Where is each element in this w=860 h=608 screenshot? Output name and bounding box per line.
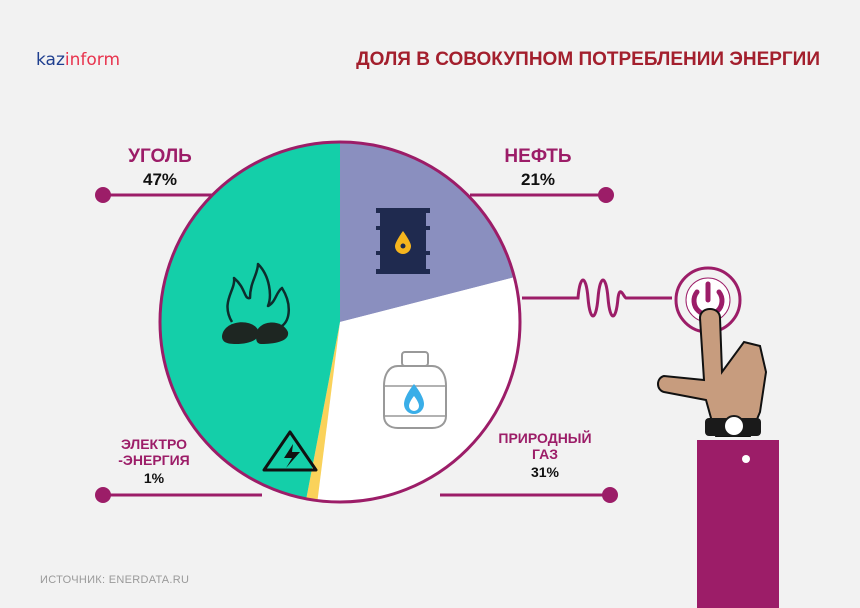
coal-leader-dot xyxy=(95,187,111,203)
oil-barrel-icon xyxy=(376,208,430,274)
electricity-name-line1: ЭЛЕКТРО xyxy=(120,436,188,452)
gas-name-line1: ПРИРОДНЫЙ xyxy=(498,430,592,446)
pie-slices xyxy=(160,142,520,502)
coal-value: 47% xyxy=(142,170,178,189)
pie-slice-coal xyxy=(160,142,340,499)
coal-name: УГОЛЬ xyxy=(128,146,192,167)
gas-leader-dot xyxy=(602,487,618,503)
electricity-value: 1% xyxy=(143,470,165,486)
oil-label: НЕФТЬ 21% xyxy=(478,146,598,190)
kazinform-logo: kazinform xyxy=(36,50,121,70)
leader-lines xyxy=(95,187,618,503)
gas-label: ПРИРОДНЫЙ ГАЗ 31% xyxy=(478,430,612,480)
pie-slice-oil xyxy=(340,142,515,322)
chart-title: ДОЛЯ В СОВОКУПНОМ ПОТРЕБЛЕНИИ ЭНЕРГИИ xyxy=(356,49,820,70)
electricity-name-line2: -ЭНЕРГИЯ xyxy=(118,452,190,468)
burning-coal-icon xyxy=(222,262,290,344)
coal-label: УГОЛЬ 47% xyxy=(100,146,220,190)
cable xyxy=(522,278,672,318)
source-note: ИСТОЧНИК: ENERDATA.RU xyxy=(40,574,190,586)
electricity-label: ЭЛЕКТРО -ЭНЕРГИЯ 1% xyxy=(92,436,216,486)
electricity-leader-dot xyxy=(95,487,111,503)
pie-outline xyxy=(158,140,522,504)
pie-slice-electricity xyxy=(306,322,340,501)
high-voltage-icon xyxy=(262,430,318,472)
power-button-icon xyxy=(674,266,742,334)
oil-name: НЕФТЬ xyxy=(504,146,572,167)
pointing-hand-illustration xyxy=(657,308,779,608)
gas-cylinder-icon xyxy=(383,351,447,429)
oil-leader-dot xyxy=(598,187,614,203)
gas-name-line2: ГАЗ xyxy=(532,446,558,462)
gas-value: 31% xyxy=(530,464,560,480)
oil-value: 21% xyxy=(520,170,556,189)
